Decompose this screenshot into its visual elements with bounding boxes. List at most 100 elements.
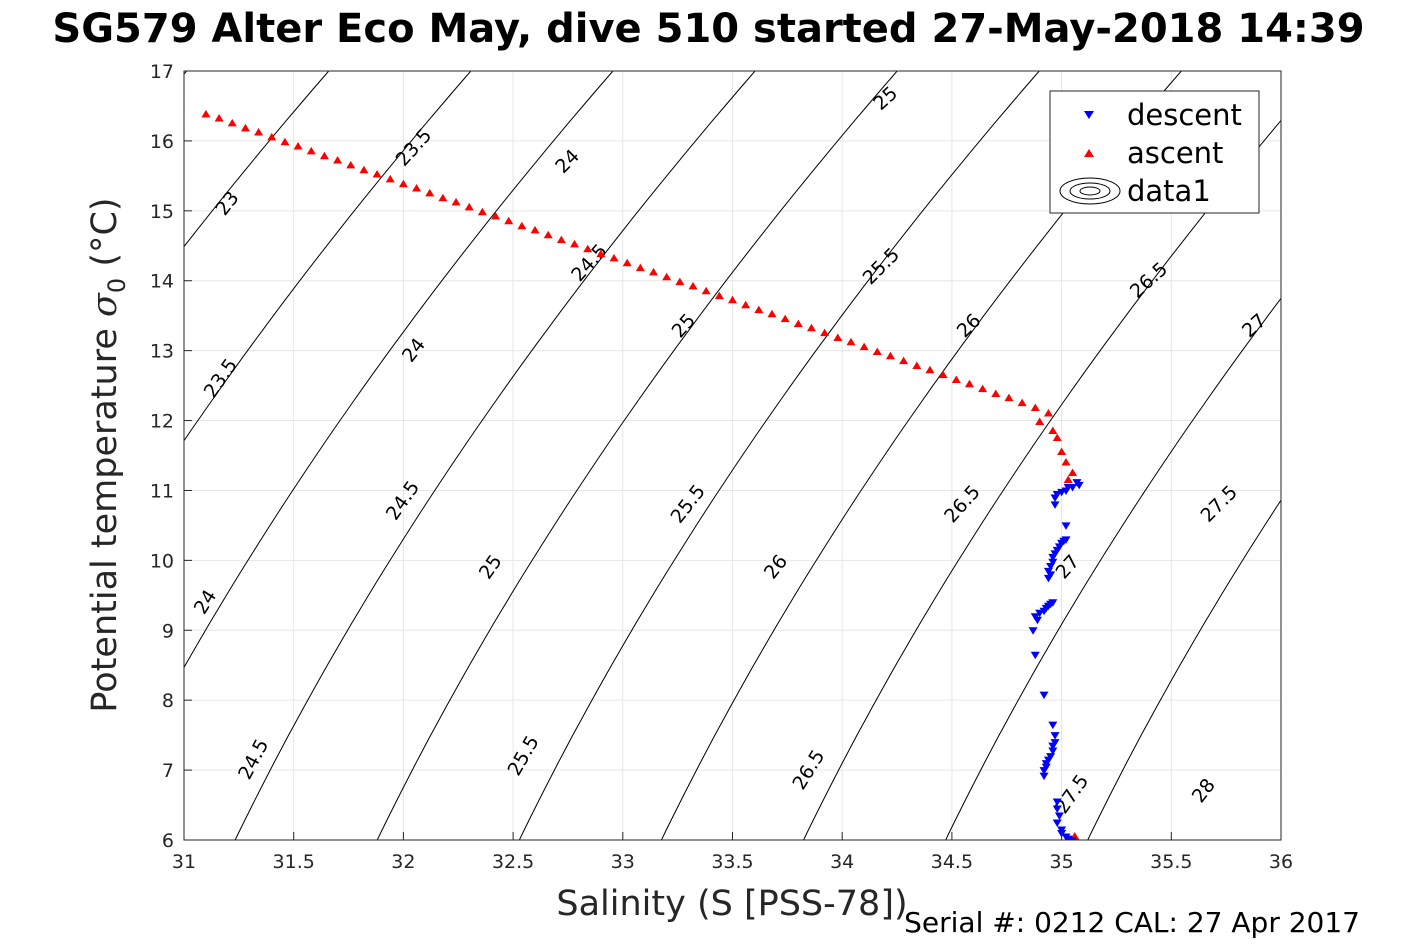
y-tick-label: 15 bbox=[150, 201, 174, 223]
ascent-point bbox=[609, 253, 619, 262]
ascent-point bbox=[1035, 417, 1045, 425]
ascent-point bbox=[214, 114, 224, 122]
ascent-point bbox=[925, 365, 935, 374]
ascent-point bbox=[1063, 475, 1073, 483]
ascent-point bbox=[517, 221, 527, 230]
x-tick-label: 33.5 bbox=[711, 851, 753, 873]
x-tick-label: 32.5 bbox=[492, 851, 534, 873]
y-tick-label: 8 bbox=[162, 690, 174, 712]
ascent-point bbox=[635, 263, 645, 272]
contour-label: 25 bbox=[869, 82, 902, 115]
contour-label: 23 bbox=[211, 187, 243, 220]
ascent-point bbox=[464, 202, 474, 211]
descent-point bbox=[1043, 574, 1053, 583]
ascent-point bbox=[767, 309, 777, 318]
ascent-point bbox=[1004, 393, 1014, 402]
ascent-point bbox=[491, 211, 501, 220]
y-tick-label: 12 bbox=[150, 411, 174, 433]
descent-point bbox=[1048, 742, 1058, 751]
x-tick-label: 33 bbox=[611, 851, 635, 873]
ascent-point bbox=[240, 123, 250, 132]
y-tick-label: 9 bbox=[162, 620, 174, 642]
descent-point bbox=[1035, 609, 1045, 618]
x-axis-label: Salinity (S [PSS-78]) bbox=[556, 884, 907, 924]
ascent-point bbox=[991, 389, 1001, 397]
ascent-point bbox=[293, 142, 303, 150]
contour-label: 27 bbox=[1052, 551, 1085, 584]
ascent-point bbox=[885, 351, 895, 360]
contour-label: 26 bbox=[760, 551, 792, 584]
descent-point bbox=[1039, 772, 1049, 781]
descent-point bbox=[1054, 812, 1064, 821]
ascent-point bbox=[820, 328, 830, 337]
legend: descent ascent data1 bbox=[1049, 90, 1260, 214]
contour-label: 23.5 bbox=[392, 124, 437, 170]
ascent-point bbox=[675, 277, 685, 286]
ascent-point bbox=[227, 118, 237, 127]
legend-ascent-marker bbox=[1084, 149, 1094, 157]
ascent-point bbox=[267, 132, 277, 141]
ascent-point bbox=[1052, 433, 1062, 442]
ascent-point bbox=[951, 375, 961, 383]
y-tick-label: 6 bbox=[162, 830, 174, 852]
ascent-point bbox=[741, 300, 751, 309]
isopycnal-line bbox=[945, 297, 1281, 840]
contour-label: 24 bbox=[551, 145, 584, 178]
ascent-point bbox=[372, 169, 382, 178]
ascent-point bbox=[662, 272, 672, 281]
contour-label: 27.5 bbox=[1196, 481, 1241, 526]
descent-point bbox=[1061, 522, 1071, 530]
contour-label: 25 bbox=[475, 551, 507, 583]
legend-ascent-label: ascent bbox=[1127, 136, 1223, 170]
isopycnal-line bbox=[1087, 499, 1281, 840]
ascent-point bbox=[1061, 457, 1071, 466]
ascent-point bbox=[583, 244, 593, 253]
x-tick-label: 34.5 bbox=[931, 851, 973, 873]
descent-point bbox=[1050, 494, 1060, 502]
descent-point bbox=[1039, 691, 1049, 700]
serial-calibration-text: Serial #: 0212 CAL: 27 Apr 2017 bbox=[904, 906, 1360, 939]
ascent-point bbox=[938, 370, 948, 379]
ascent-point bbox=[333, 155, 343, 164]
ascent-point bbox=[412, 183, 422, 192]
y-tick-label: 10 bbox=[150, 550, 174, 572]
ascent-point bbox=[254, 128, 264, 136]
ascent-point bbox=[319, 151, 329, 160]
ascent-point bbox=[1068, 468, 1078, 476]
x-tick-label: 31 bbox=[172, 851, 196, 873]
isopycnal-line bbox=[518, 71, 1040, 840]
descent-point bbox=[1048, 721, 1058, 730]
ascent-point bbox=[596, 249, 606, 258]
y-axis-label: Potential temperature σ0 (°C) bbox=[85, 197, 131, 712]
ascent-point bbox=[359, 165, 369, 174]
y-tick-label: 17 bbox=[150, 61, 174, 83]
ascent-point bbox=[872, 347, 882, 356]
contour-label: 24 bbox=[190, 586, 221, 618]
descent-point bbox=[1052, 819, 1062, 828]
contour-label: 23.5 bbox=[200, 355, 242, 402]
ascent-point bbox=[543, 230, 553, 239]
descent-point bbox=[1050, 732, 1060, 740]
y-tick-label: 11 bbox=[150, 480, 174, 502]
contour-label: 25.5 bbox=[859, 244, 904, 289]
y-tick-label: 13 bbox=[150, 341, 174, 363]
descent-point bbox=[1030, 651, 1040, 660]
isopycnal-line bbox=[184, 71, 614, 669]
legend-descent-marker bbox=[1084, 111, 1094, 119]
descent-point bbox=[1052, 805, 1062, 814]
ascent-point bbox=[1048, 426, 1058, 435]
contour-label: 25 bbox=[668, 309, 701, 342]
ascent-point bbox=[859, 342, 869, 351]
legend-descent-label: descent bbox=[1127, 98, 1242, 132]
y-tick-label: 14 bbox=[150, 271, 174, 293]
descent-point bbox=[1052, 798, 1062, 807]
chart-title: SG579 Alter Eco May, dive 510 started 27… bbox=[52, 6, 1365, 52]
ascent-point bbox=[570, 239, 580, 248]
contour-label: 24 bbox=[398, 334, 430, 367]
data-points bbox=[201, 109, 1084, 840]
ascent-point bbox=[701, 286, 711, 295]
ascent-point bbox=[530, 225, 540, 234]
ascent-point bbox=[846, 337, 856, 346]
isopycnal-line bbox=[234, 71, 756, 840]
